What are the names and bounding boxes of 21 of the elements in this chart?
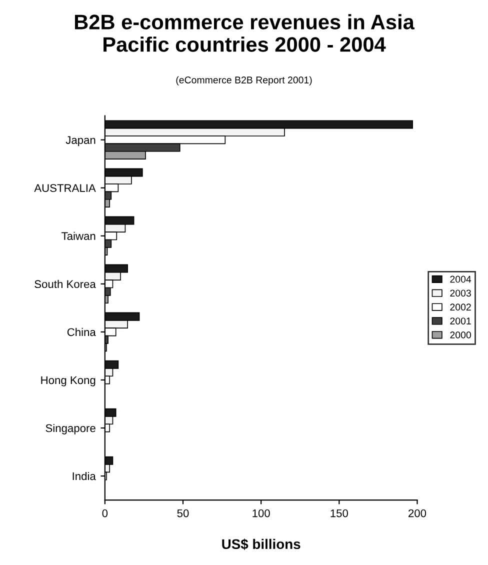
y-tick-label: AUSTRALIA (34, 184, 96, 192)
y-tick-label: Taiwan (62, 232, 96, 240)
x-tick-label: 100 (252, 509, 270, 518)
legend-label: 2004 (450, 276, 472, 283)
y-tick-label: Japan (66, 136, 96, 146)
y-tick-label: China (67, 328, 96, 336)
legend-label: 2000 (450, 332, 471, 338)
y-tick-label: Hong Kong (41, 376, 96, 386)
chart-title: B2B e-commerce revenues in Asia Pacific countries 2000 - 2004 (74, 14, 415, 52)
x-tick-label: 0 (102, 509, 108, 518)
legend-label: 2001 (450, 318, 471, 324)
x-axis-title: US$ billions (222, 538, 300, 550)
y-tick-label: South Korea (34, 280, 96, 288)
legend-label: 2003 (450, 290, 471, 297)
chart-subtitle: (eCommerce B2B Report 2001) (176, 76, 312, 86)
x-tick-label: 200 (408, 509, 426, 518)
x-tick-label: 50 (177, 509, 189, 518)
y-tick-label: India (72, 472, 96, 480)
legend-label: 2002 (450, 304, 471, 311)
x-tick-label: 150 (330, 509, 348, 518)
y-tick-label: Singapore (46, 424, 96, 434)
